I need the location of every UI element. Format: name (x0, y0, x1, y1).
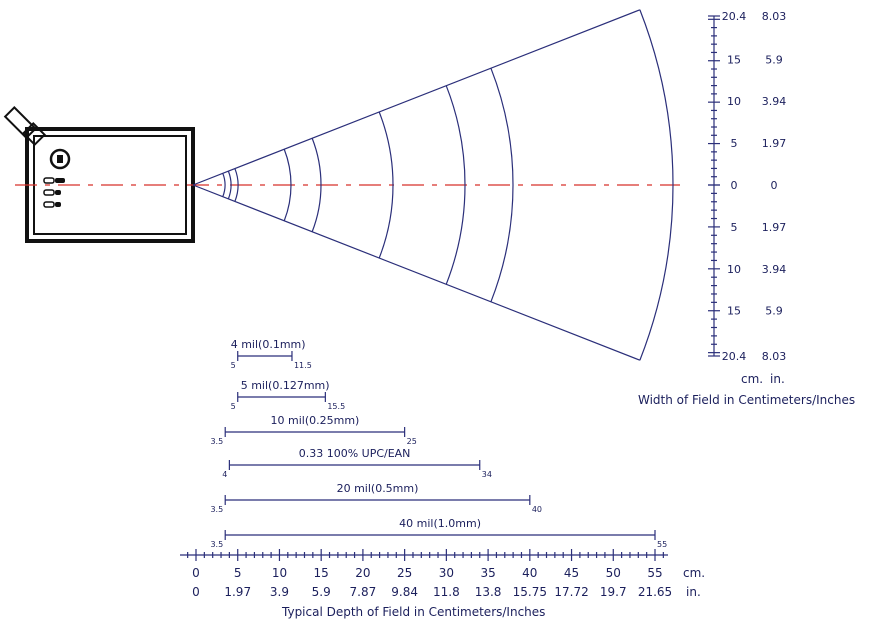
width-tick-label-in: 5.9 (765, 53, 783, 66)
width-tick-label-cm: 20.4 (722, 350, 747, 363)
depth-tick-label-in: 13.8 (475, 585, 502, 599)
depth-tick-label-cm: 40 (522, 566, 537, 580)
width-scale: 20.4 8.03 15 5.9 10 3.94 5 1.97 0 0 5 1.97 10 3.94 15 5… (638, 10, 855, 407)
range-label: 20 mil(0.5mm) (337, 482, 419, 495)
width-tick-label-in: 1.97 (762, 221, 787, 234)
range-max-value: 11.5 (294, 361, 312, 370)
depth-tick-label-in: 21.65 (638, 585, 672, 599)
depth-range-row: 4 mil(0.1mm) 5 11.5 (231, 338, 312, 370)
cable-connector-icon (3, 106, 47, 147)
range-label: 10 mil(0.25mm) (271, 414, 360, 427)
width-tick-label-cm: 5 (731, 221, 738, 234)
range-label: 4 mil(0.1mm) (231, 338, 306, 351)
depth-range-row: 0.33 100% UPC/EAN 4 34 (222, 447, 492, 479)
cone-upper-edge (192, 9, 641, 186)
range-arc (445, 85, 466, 285)
range-max-value: 34 (482, 470, 492, 479)
width-tick-label-in: 1.97 (762, 137, 787, 150)
depth-tick-label-in: 1.97 (224, 585, 251, 599)
depth-tick-label-cm: 50 (606, 566, 621, 580)
cone-lower-edge (192, 184, 641, 361)
depth-axis-label: Typical Depth of Field in Centimeters/In… (281, 605, 545, 619)
width-tick-label-cm: 5 (731, 137, 738, 150)
range-max-value: 40 (532, 505, 542, 514)
range-arc (311, 138, 322, 232)
depth-tick-label-cm: 15 (314, 566, 329, 580)
depth-tick-label-in: 0 (192, 585, 200, 599)
scanner-device (3, 106, 195, 243)
led-indicators-icon (43, 177, 65, 208)
width-tick-label-cm: 10 (727, 263, 741, 276)
range-min-value: 4 (222, 470, 227, 479)
width-tick-label-cm: 20.4 (722, 10, 747, 23)
depth-unit-in: in. (686, 585, 701, 599)
depth-tick-label-in: 9.84 (391, 585, 418, 599)
range-max-value: 25 (407, 437, 417, 446)
range-label: 5 mil(0.127mm) (241, 379, 330, 392)
range-max-value: 55 (657, 540, 667, 549)
range-min-value: 5 (231, 361, 236, 370)
depth-tick-label-cm: 25 (397, 566, 412, 580)
depth-tick-label-cm: 30 (439, 566, 454, 580)
range-min-value: 3.5 (210, 437, 223, 446)
depth-tick-label-in: 17.72 (554, 585, 588, 599)
depth-tick-label-cm: 0 (192, 566, 200, 580)
width-tick-label-in: 5.9 (765, 305, 783, 318)
depth-tick-label-in: 15.75 (513, 585, 547, 599)
depth-tick-label-cm: 10 (272, 566, 287, 580)
range-min-value: 3.5 (210, 505, 223, 514)
depth-range-row: 5 mil(0.127mm) 5 15.5 (231, 379, 346, 411)
range-arc (234, 168, 239, 202)
depth-tick-label-cm: 45 (564, 566, 579, 580)
width-tick-label-in: 8.03 (762, 350, 787, 363)
width-tick-label-cm: 0 (731, 179, 738, 192)
depth-range-row: 20 mil(0.5mm) 3.5 40 (210, 482, 542, 514)
width-tick-label-cm: 10 (727, 95, 741, 108)
range-label: 40 mil(1.0mm) (399, 517, 481, 530)
depth-unit-cm: cm. (683, 566, 705, 580)
depth-tick-label-cm: 20 (355, 566, 370, 580)
range-arc (490, 67, 514, 303)
range-arc (639, 9, 674, 361)
range-max-value: 15.5 (327, 402, 345, 411)
depth-tick-label-cm: 55 (647, 566, 662, 580)
status-indicator-icon (49, 148, 71, 170)
depth-tick-label-cm: 5 (234, 566, 242, 580)
depth-tick-label-in: 3.9 (270, 585, 289, 599)
depth-tick-label-in: 7.87 (350, 585, 377, 599)
width-unit-cm: cm. (741, 372, 763, 386)
depth-scale: 0 0 5 1.97 10 3.9 15 5.9 20 7.87 25 9.84 30 11.8 35 13.… (180, 549, 705, 619)
depth-tick-label-cm: 35 (480, 566, 495, 580)
width-axis-label: Width of Field in Centimeters/Inches (638, 393, 855, 407)
width-tick-label-cm: 15 (727, 305, 741, 318)
depth-tick-label-in: 5.9 (312, 585, 331, 599)
range-min-value: 5 (231, 402, 236, 411)
range-label: 0.33 100% UPC/EAN (299, 447, 411, 460)
depth-tick-label-in: 11.8 (433, 585, 460, 599)
range-min-value: 3.5 (210, 540, 223, 549)
range-arc (378, 111, 394, 259)
range-arc (227, 170, 232, 200)
width-tick-label-in: 3.94 (762, 95, 787, 108)
scan-field-cone (192, 9, 674, 361)
width-tick-label-in: 8.03 (762, 10, 787, 23)
range-arc (283, 149, 292, 221)
depth-range-row: 40 mil(1.0mm) 3.5 55 (210, 517, 667, 549)
width-tick-label-in: 0 (771, 179, 778, 192)
depth-of-field-ranges: 4 mil(0.1mm) 5 11.5 5 mil(0.127mm) 5 15.5 10 m… (210, 338, 667, 549)
width-unit-in: in. (770, 372, 785, 386)
width-tick-label-in: 3.94 (762, 263, 787, 276)
range-arc (222, 173, 226, 197)
width-tick-label-cm: 15 (727, 53, 741, 66)
depth-range-row: 10 mil(0.25mm) 3.5 25 (210, 414, 416, 446)
depth-tick-label-in: 19.7 (600, 585, 627, 599)
